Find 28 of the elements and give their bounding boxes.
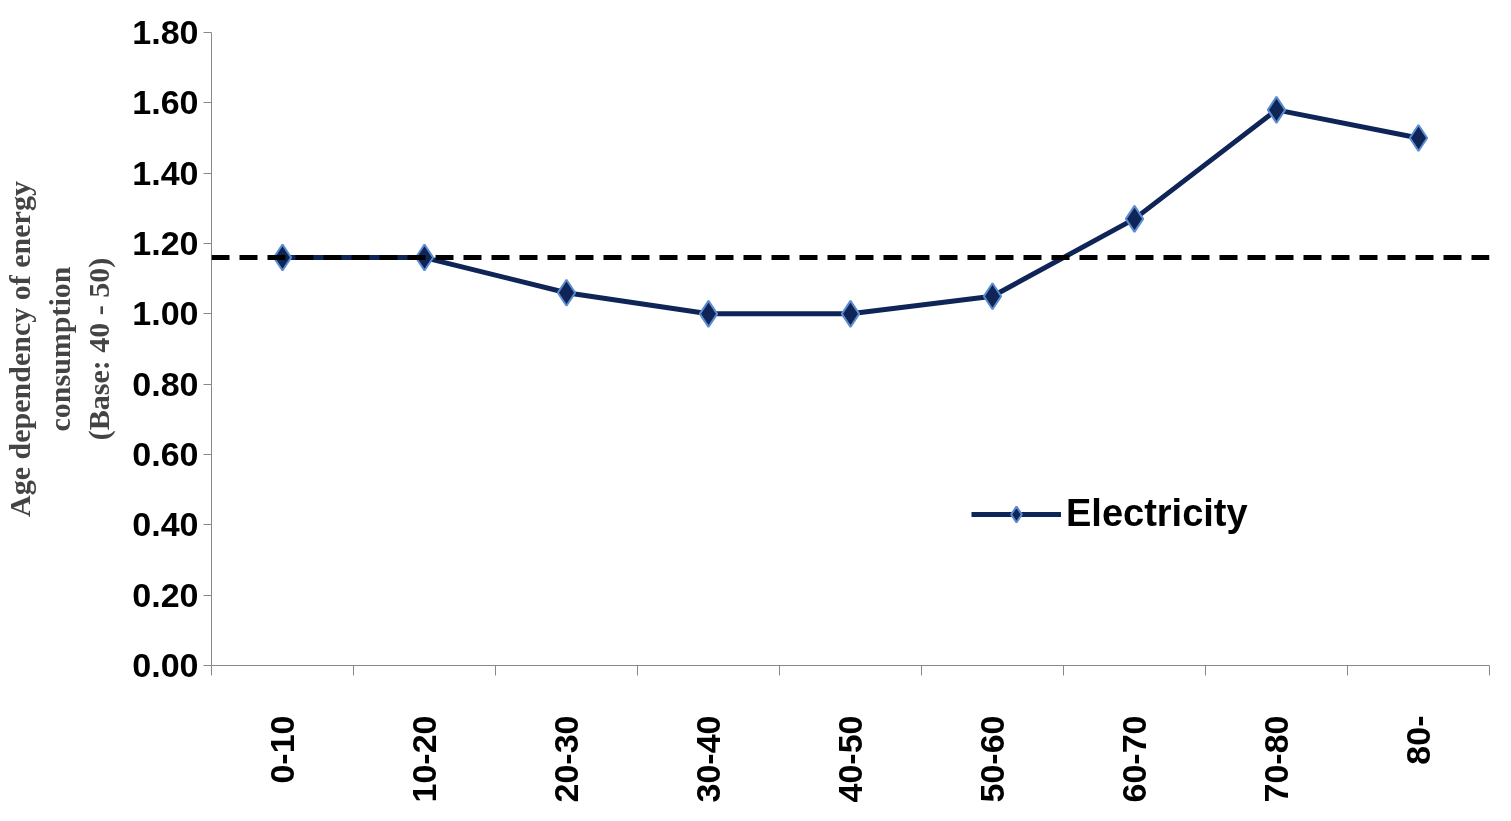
point xyxy=(556,278,577,307)
point xyxy=(1266,95,1287,124)
y-tick-label: 1.00 xyxy=(132,294,199,333)
y-axis-title: Age dependency of energy consumption (Base: 40 - 50) xyxy=(3,181,117,517)
point xyxy=(1124,204,1145,233)
y-tick-label: 1.40 xyxy=(132,153,199,192)
y-tick-label: 1.80 xyxy=(132,13,199,51)
point xyxy=(698,299,719,328)
x-tick-label: 80- xyxy=(1399,715,1437,765)
point xyxy=(840,299,861,328)
y-tick-label: 0.80 xyxy=(132,364,199,403)
y-tick-label: 1.20 xyxy=(132,224,199,262)
x-tick-label: 30-40 xyxy=(689,715,727,803)
y-tick-label: 1.60 xyxy=(132,83,199,122)
y-tick-label: 0.40 xyxy=(132,505,199,544)
point xyxy=(982,282,1003,311)
legend-label: Electricity xyxy=(1066,492,1248,535)
x-tick-label: 0-10 xyxy=(263,715,301,784)
x-tick-label: 10-20 xyxy=(405,715,443,803)
x-tick-label: 60-70 xyxy=(1115,715,1153,803)
y-tick-label: 0.60 xyxy=(132,435,199,473)
y-tick-label: 0.20 xyxy=(132,575,199,614)
x-tick-label: 20-30 xyxy=(547,715,585,803)
y-tick-label: 0.00 xyxy=(132,646,199,684)
x-tick-label: 50-60 xyxy=(973,715,1011,803)
x-tick-label: 40-50 xyxy=(831,715,869,803)
x-tick-label: 70-80 xyxy=(1257,715,1295,803)
point xyxy=(1408,124,1429,152)
